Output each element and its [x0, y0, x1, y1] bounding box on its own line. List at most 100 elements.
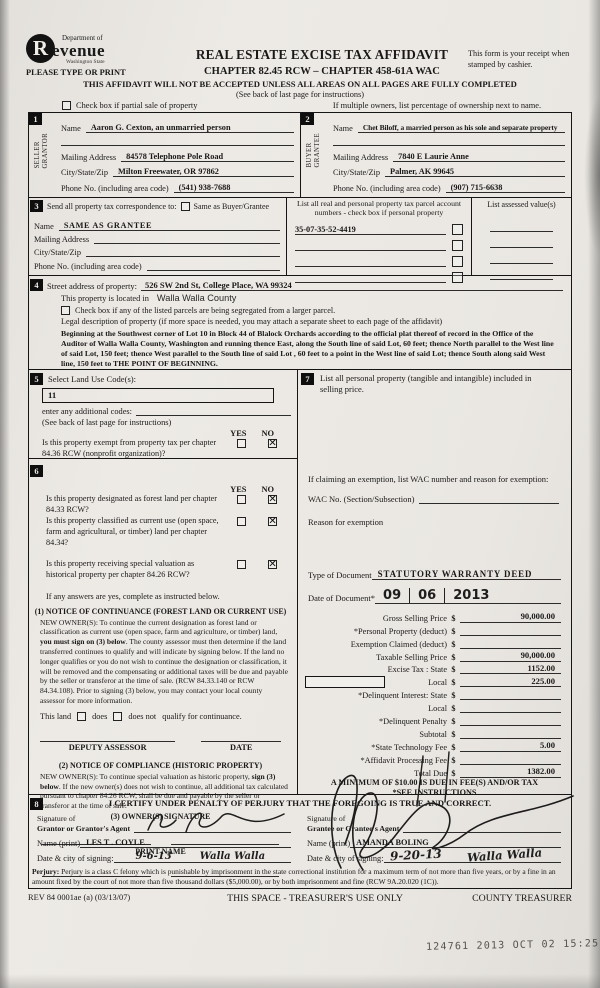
partial-sale-checkbox	[62, 101, 71, 110]
money-row-value	[460, 712, 561, 714]
nonprofit-no-checkbox	[268, 439, 277, 448]
qualify-label: qualify for continuance.	[162, 711, 242, 721]
current-use-no-checkbox	[268, 517, 277, 527]
money-row-value	[460, 725, 561, 727]
date-separator	[444, 588, 446, 603]
grantor-agent-label: Grantor or Grantor's Agent	[37, 823, 131, 833]
corr-phone-value	[146, 270, 280, 271]
owner-signature-line	[42, 837, 151, 845]
corr-name-value: SAME AS GRANTEE	[58, 221, 280, 231]
date-of-document-label: Date of Document*	[308, 593, 376, 603]
money-row-label: Exemption Claimed (deduct)	[350, 639, 447, 649]
blank-line	[61, 133, 294, 146]
parcel-number-blank	[295, 265, 446, 267]
exemption-note: If claiming an exemption, list WAC numbe…	[308, 474, 549, 484]
same-as-grantee-label: Same as Buyer/Grantee	[193, 201, 270, 211]
seller-address-value: 84578 Telephone Pole Road	[121, 152, 294, 162]
money-row-value	[460, 634, 561, 636]
seller-csz-value: Milton Freewater, OR 97862	[113, 167, 294, 177]
corr-address-value	[94, 243, 280, 244]
logo-revenue-text: evenue	[52, 41, 106, 60]
seller-grantor-section: 1 SELLER GRANTOR Name Aaron G. Cexton, an…	[29, 113, 300, 197]
section-3-badge: 3	[30, 200, 43, 212]
grantee-signature-block: Signature of Grantee or Grantee's Agent …	[301, 751, 574, 871]
buyer-address-label: Mailing Address	[333, 153, 389, 162]
warning-line: THIS AFFIDAVIT WILL NOT BE ACCEPTED UNLE…	[83, 79, 517, 89]
historic-property-question: Is this property receiving special valua…	[46, 559, 195, 579]
historic-yes-checkbox	[237, 560, 246, 570]
parcel-number-blank	[295, 281, 446, 283]
multiple-owners-note: If multiple owners, list percentage of o…	[332, 101, 542, 110]
notice-continuance-text: NEW OWNER(S): To continue the current de…	[40, 617, 288, 705]
land-use-label: Select Land Use Code(s):	[48, 374, 137, 384]
revenue-r-icon: R	[26, 34, 55, 63]
form-footer: REV 84 0001ae (a) (03/13/07) THIS SPACE …	[28, 893, 572, 904]
seller-csz-label: City/State/Zip	[61, 168, 109, 177]
land-does-checkbox	[77, 711, 87, 721]
additional-codes-label: enter any additional codes:	[42, 407, 132, 416]
form-header: R Department of evenue Washington State …	[26, 34, 574, 110]
section-6-badge: 6	[30, 465, 43, 477]
wac-number-blank	[419, 494, 559, 504]
assessed-value-blank	[490, 234, 553, 248]
form-revision-number: REV 84 0001ae (a) (03/13/07)	[28, 893, 131, 902]
nonprofit-exempt-question: Is this property exempt from property ta…	[42, 438, 217, 458]
certify-statement: I CERTIFY UNDER PENALTY OF PERJURY THAT …	[108, 798, 492, 808]
minimum-fee-note: A MINIMUM OF $10.00 IS DUE IN FEE(S) AND…	[330, 778, 539, 787]
scan-edge-left	[0, 0, 10, 988]
seller-name-label: Name	[61, 124, 81, 133]
deputy-date-line	[201, 734, 281, 742]
blank-line	[333, 133, 565, 146]
reason-for-exemption-label: Reason for exemption	[308, 517, 384, 527]
additional-codes-blank	[136, 415, 291, 416]
money-row-value: 1382.00	[460, 766, 561, 778]
money-row-label: Gross Selling Price	[382, 613, 447, 623]
seller-grantor-side-label: SELLER GRANTOR	[34, 133, 49, 169]
parcel-number-blank	[295, 249, 446, 251]
section-2-badge: 2	[301, 113, 314, 125]
scan-edge-bottom	[0, 974, 600, 988]
form-title: REAL ESTATE EXCISE TAX AFFIDAVIT	[195, 47, 449, 62]
parcel-personal-checkbox-1	[452, 223, 463, 235]
money-row-value	[460, 763, 561, 765]
forest-land-question: Is this property designated as forest la…	[46, 494, 217, 514]
date-separator	[409, 588, 411, 603]
corr-csz-value	[86, 256, 280, 257]
tax-correspondence-section: 3 Send all property tax correspondence t…	[29, 198, 571, 283]
corr-address-label: Mailing Address	[34, 235, 90, 244]
signature-of-label: Signature of	[307, 814, 346, 824]
money-row-label: *Delinquent Penalty	[379, 717, 447, 727]
land-use-section: 5 Select Land Use Code(s): 11 enter any …	[29, 370, 297, 459]
type-of-document-value: STATUTORY WARRANTY DEED	[371, 569, 561, 580]
buyer-phone-value: (907) 715-6638	[445, 183, 565, 193]
print-name-label: PRINT NAME	[135, 846, 186, 856]
notice-compliance-text: NEW OWNER(S): To continue special valuat…	[40, 771, 288, 811]
owner-signature-line	[170, 837, 279, 845]
grantee-agent-label: Grantee or Grantee's Agent	[307, 823, 400, 833]
grantor-date-city-label: Date & city of signing:	[37, 854, 114, 863]
tax-computation-table: Gross Selling Price $90,000.00 *Personal …	[301, 610, 561, 778]
money-row-label: Subtotal	[419, 729, 447, 739]
form-subtitle: CHAPTER 82.45 RCW – CHAPTER 458-61A WAC	[204, 66, 440, 77]
scan-smudge	[584, 95, 600, 255]
section-7-badge: 7	[301, 373, 314, 385]
parcel-header: List all real and personal property tax …	[296, 199, 462, 217]
land-does-not-checkbox	[113, 711, 123, 721]
if-any-yes-note: If any answers are yes, complete as inst…	[46, 591, 220, 601]
buyer-csz-value: Palmer, AK 99645	[385, 167, 565, 177]
cashier-receipt-stamp: 124761 2013 OCT 02 15:25	[425, 938, 600, 953]
segregation-checkbox	[61, 306, 70, 315]
buyer-grantee-section: 2 BUYER GRANTEE Name Chet Biloff, a marri…	[300, 113, 571, 197]
receipt-note: This form is your receipt when stamped b…	[468, 49, 570, 69]
assessed-value-blank	[490, 266, 553, 280]
money-row-label: *Affidavit Processing Fee	[360, 755, 448, 765]
money-row-label: Excise Tax : State	[387, 665, 447, 675]
assessed-values-column: List assessed value(s)	[471, 198, 571, 280]
grantor-signature-block: Signature of Grantor or Grantor's Agent …	[29, 810, 301, 863]
land-designation-section: 6 YES NO Is this property designated as …	[29, 459, 297, 877]
money-row-label: *Personal Property (deduct)	[353, 626, 447, 636]
seller-phone-value: (541) 938-7688	[173, 183, 294, 193]
parcel-numbers-column: List all real and personal property tax …	[286, 198, 471, 283]
this-land-label: This land	[40, 711, 72, 721]
